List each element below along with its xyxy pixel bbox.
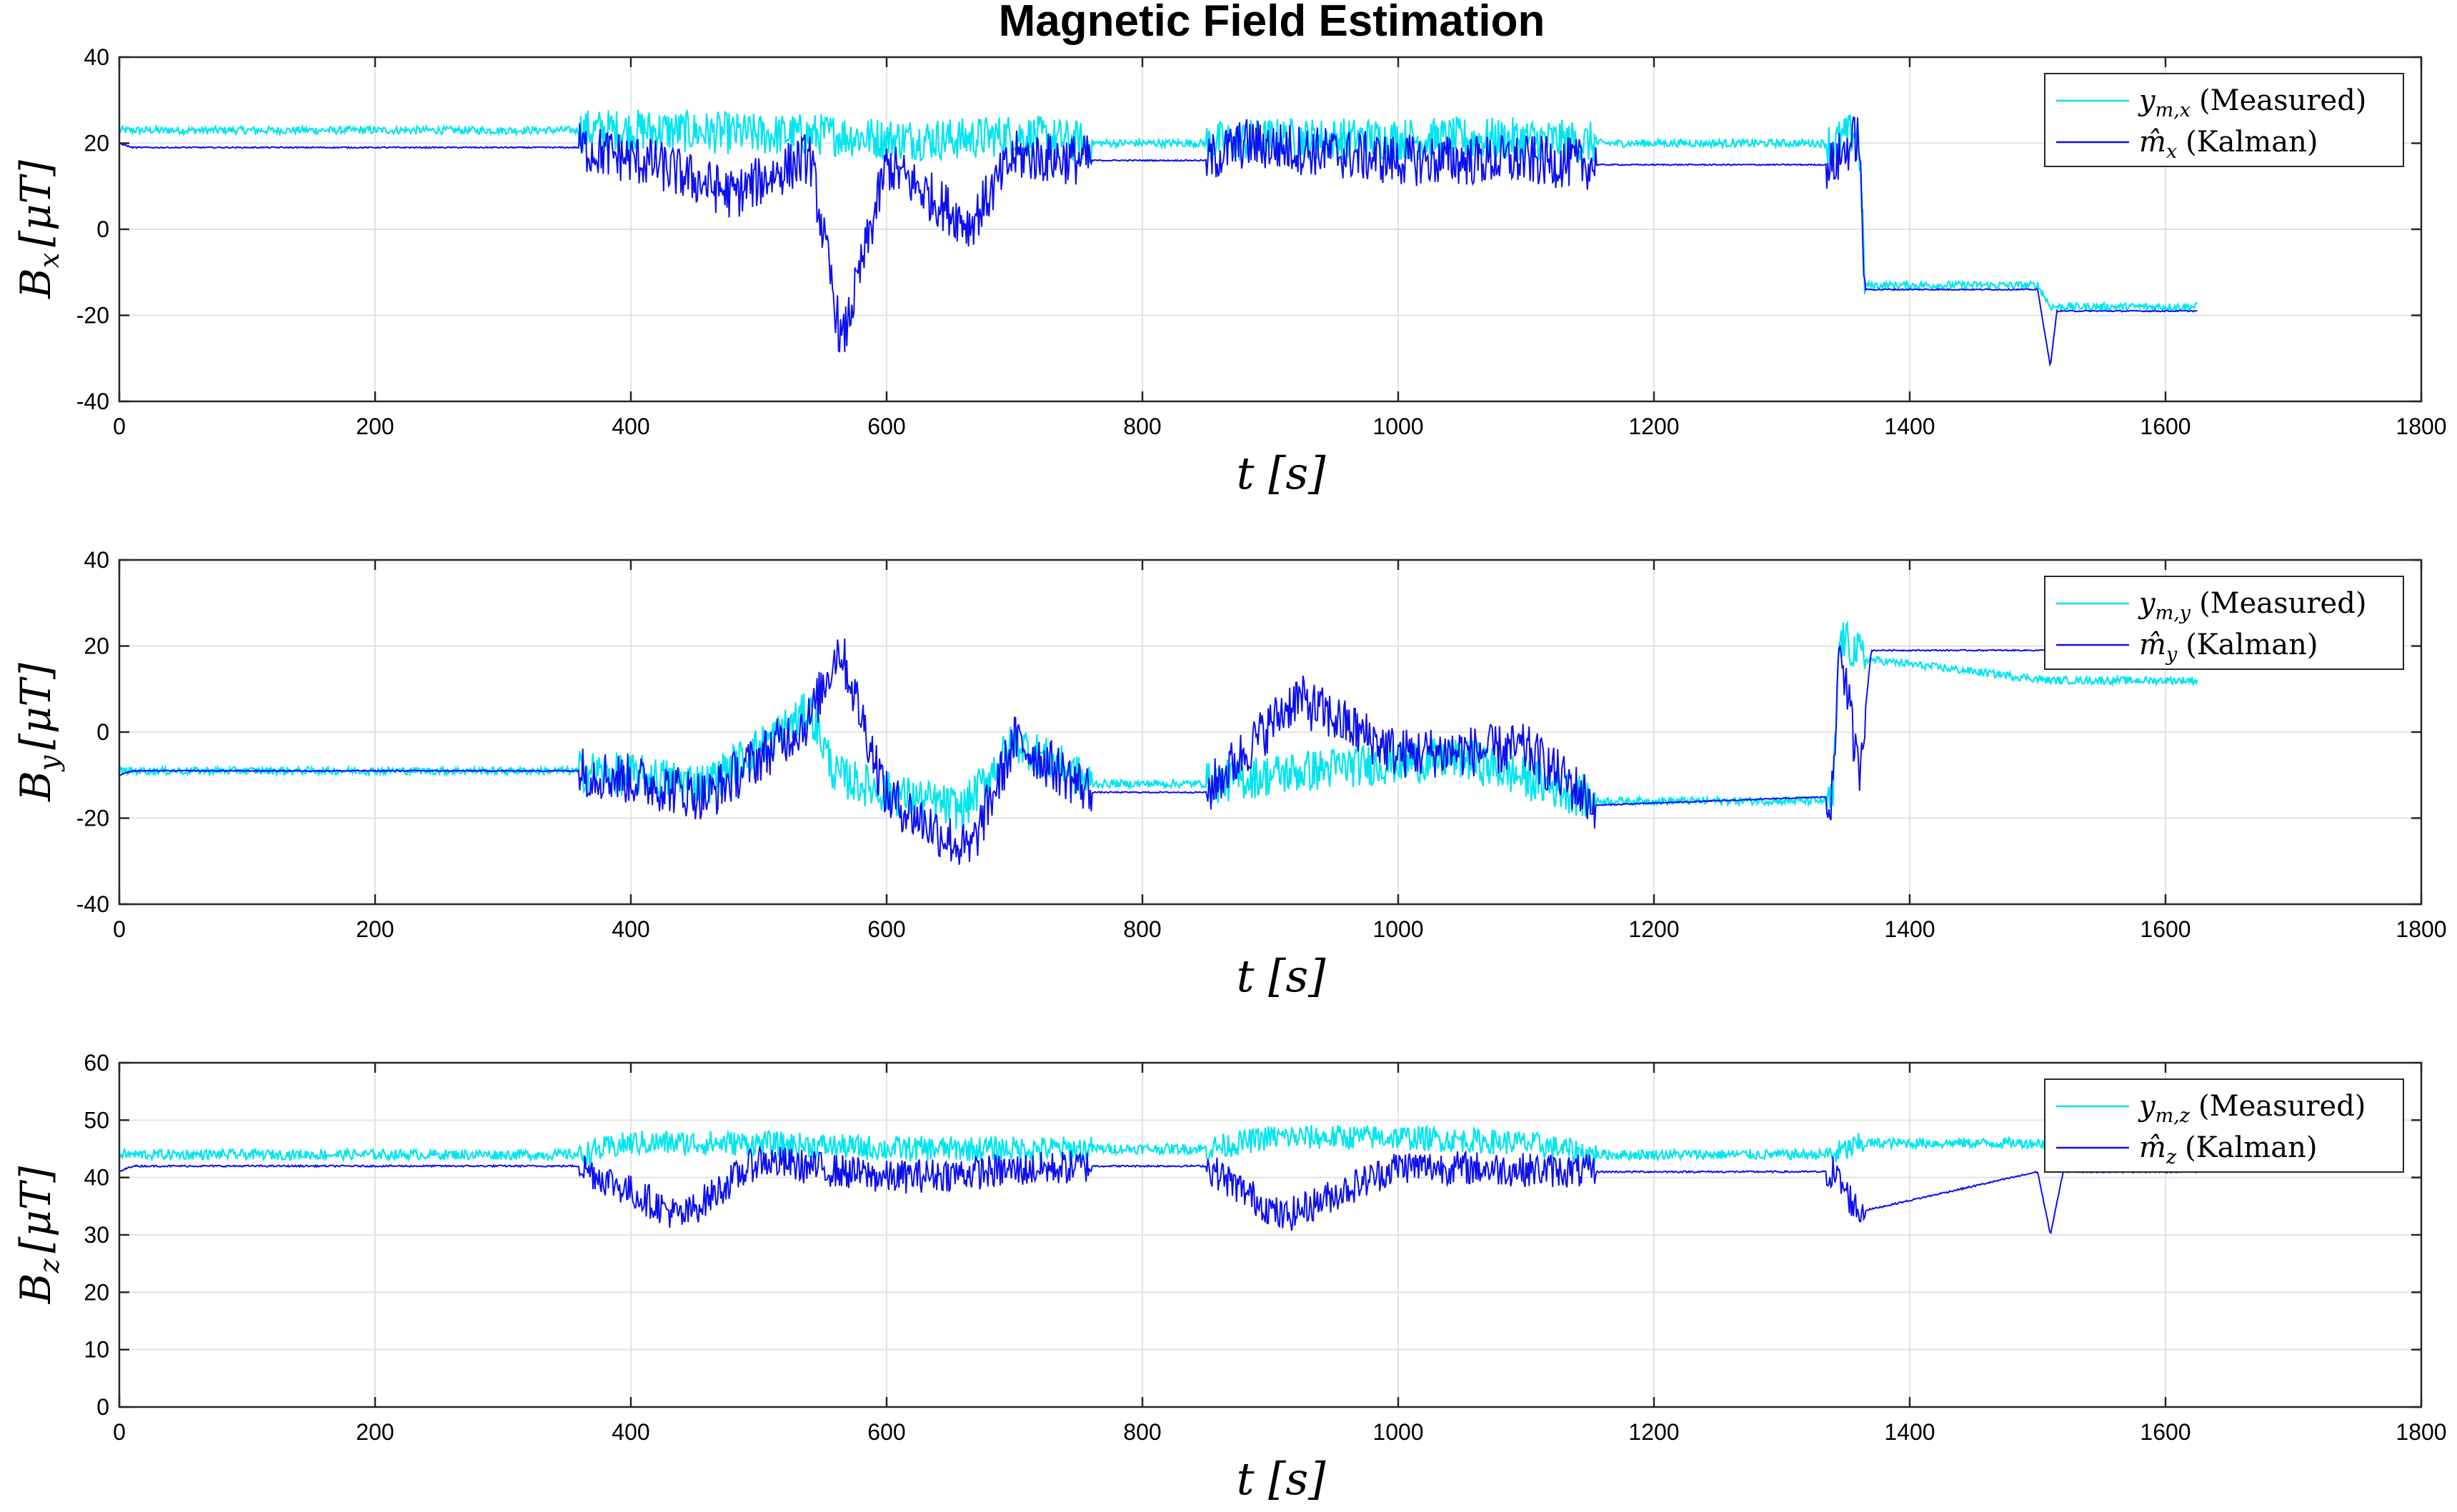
x-tick-label: 1200 [1628, 916, 1679, 942]
y-axis-label: By[μT] [11, 663, 65, 802]
x-tick-label: 400 [612, 916, 649, 942]
series-kalman-line [119, 638, 2198, 865]
y-tick-label: 50 [84, 1107, 109, 1133]
x-tick-label: 400 [612, 414, 649, 439]
series-measured-line [119, 1124, 2198, 1167]
y-axis-label: Bx[μT] [11, 160, 65, 299]
y-tick-label: -40 [76, 891, 109, 917]
y-tick-label: 20 [84, 634, 109, 659]
x-tick-label: 800 [1123, 414, 1161, 439]
x-tick-label: 1400 [1884, 916, 1935, 942]
panel-2: 0 200 400 600 800 1000 1200 1400 1600 1800 -40 -20 0… [11, 547, 2447, 1002]
panel-1: 0 200 400 600 800 1000 1200 1400 1600 1800 -40 -20 0… [11, 44, 2447, 499]
series-measured-line [119, 109, 2198, 313]
x-tick-label: 0 [113, 414, 126, 439]
x-tick-label: 600 [867, 916, 905, 942]
y-tick-label: 30 [84, 1222, 109, 1248]
y-tick-label: -20 [76, 806, 109, 831]
y-tick-label: -40 [76, 389, 109, 414]
y-tick-label: 40 [84, 1165, 109, 1191]
y-tick-label: 0 [96, 1394, 109, 1420]
x-tick-label: 600 [867, 414, 905, 439]
legend-entry-kalman: m̂z (Kalman) [2139, 1131, 2317, 1168]
figure-title: Magnetic Field Estimation [999, 0, 1545, 46]
legend-entry-measured: ym,z (Measured) [2138, 1090, 2366, 1127]
x-tick-label: 1000 [1372, 414, 1423, 439]
x-tick-label: 1400 [1884, 414, 1935, 439]
x-tick-label: 1600 [2140, 1419, 2191, 1445]
x-tick-label: 1600 [2140, 916, 2191, 942]
x-tick-label: 1800 [2396, 916, 2446, 942]
x-tick-label: 800 [1123, 1419, 1161, 1445]
series-kalman-line [119, 116, 2198, 367]
y-tick-label: 40 [84, 44, 109, 70]
series-kalman-line [119, 1144, 2198, 1234]
y-tick-label: 20 [84, 131, 109, 156]
x-tick-label: 200 [356, 414, 394, 439]
y-axis-label: Bz[μT] [11, 1166, 65, 1304]
y-tick-label: -20 [76, 303, 109, 329]
x-tick-label: 200 [356, 916, 394, 942]
x-tick-label: 800 [1123, 916, 1161, 942]
x-tick-label: 600 [867, 1419, 905, 1445]
legend-box [2044, 576, 2404, 670]
x-tick-label: 0 [113, 1419, 126, 1445]
y-tick-label: 40 [84, 547, 109, 573]
x-axis-label: t [s] [1237, 447, 1327, 499]
series-measured-line [119, 620, 2198, 833]
y-tick-label: 0 [96, 719, 109, 745]
legend-box [2044, 1078, 2404, 1173]
legend-entry-measured: ym,x (Measured) [2138, 84, 2366, 121]
legend: ym,z (Measured) m̂z (Kalman) [2044, 1078, 2404, 1173]
y-tick-label: 60 [84, 1050, 109, 1076]
x-tick-label: 200 [356, 1419, 394, 1445]
y-tick-label: 10 [84, 1337, 109, 1363]
x-tick-label: 1000 [1372, 916, 1423, 942]
x-tick-label: 0 [113, 916, 126, 942]
legend-entry-kalman: m̂x (Kalman) [2139, 126, 2318, 163]
legend: ym,x (Measured) m̂x (Kalman) [2044, 73, 2404, 167]
x-tick-label: 400 [612, 1419, 649, 1445]
x-tick-label: 1400 [1884, 1419, 1935, 1445]
y-tick-label: 20 [84, 1279, 109, 1305]
legend-entry-kalman: m̂y (Kalman) [2139, 629, 2318, 666]
x-tick-label: 1000 [1372, 1419, 1423, 1445]
x-tick-label: 1600 [2140, 414, 2191, 439]
legend: ym,y (Measured) m̂y (Kalman) [2044, 576, 2404, 670]
x-tick-label: 1200 [1628, 414, 1679, 439]
x-tick-label: 1800 [2396, 1419, 2446, 1445]
x-tick-label: 1200 [1628, 1419, 1679, 1445]
legend-entry-measured: ym,y (Measured) [2138, 587, 2366, 624]
x-tick-label: 1800 [2396, 414, 2446, 439]
panel-3: 0 200 400 600 800 1000 1200 1400 1600 1800 0 10 20 30… [11, 1050, 2447, 1505]
x-axis-label: t [s] [1237, 950, 1327, 1002]
legend-box [2044, 73, 2404, 167]
y-tick-label: 0 [96, 216, 109, 242]
x-axis-label: t [s] [1237, 1453, 1327, 1505]
